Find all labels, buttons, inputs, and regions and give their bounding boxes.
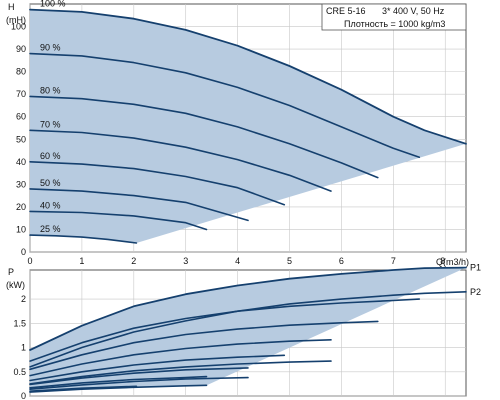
head-axis-label: H — [8, 2, 15, 12]
curve-series-2 — [29, 298, 421, 362]
y-tick-label: 80 — [16, 67, 26, 77]
y-tick-label: 30 — [16, 179, 26, 189]
head-curves — [29, 8, 467, 244]
power-axis-label: P — [8, 267, 14, 277]
power-curve-panel: P1 P2 0 0.5 1 1.5 2 P (kW) — [6, 263, 481, 400]
head-x-tick-labels: 0 1 2 3 4 5 6 7 8 — [27, 256, 445, 266]
pump-model: CRE 5-16 — [326, 6, 366, 16]
curve-label: 90 % — [40, 43, 61, 53]
info-box — [321, 3, 467, 31]
x-tick-label: 6 — [339, 256, 344, 266]
y-tick-label: 1 — [21, 343, 26, 353]
curve-50 — [29, 188, 249, 222]
curve-label: P1 — [470, 263, 481, 273]
x-tick-label: 2 — [131, 256, 136, 266]
curve-label: 80 % — [40, 85, 61, 95]
head-curve-labels: 100 % 90 % 80 % 70 % 60 % 50 % 40 % 25 % — [40, 0, 66, 234]
power-curves — [29, 266, 467, 393]
curve-label: P2 — [470, 287, 481, 297]
y-tick-label: 20 — [16, 202, 26, 212]
y-tick-label: 0.5 — [13, 367, 26, 377]
x-tick-label: 3 — [183, 256, 188, 266]
power-curve-labels: P1 P2 — [470, 263, 481, 297]
y-tick-label: 2 — [21, 294, 26, 304]
head-y-tick-labels: 0 10 20 30 40 50 60 70 80 90 100 — [11, 22, 26, 257]
curve-series-6 — [29, 367, 249, 386]
curve-series-10 — [29, 376, 249, 390]
y-tick-label: 60 — [16, 112, 26, 122]
x-tick-label: 5 — [287, 256, 292, 266]
curve-25 — [29, 234, 138, 244]
head-operating-area — [30, 9, 466, 243]
curve-80 — [29, 95, 379, 179]
curve-series-7 — [29, 375, 208, 389]
head-axis-unit: (mH) — [6, 15, 26, 25]
curve-series-11 — [29, 384, 208, 393]
x-tick-label: 1 — [79, 256, 84, 266]
curve-series-4 — [29, 339, 332, 377]
curve-label: 60 % — [40, 151, 61, 161]
curve-60 — [29, 161, 286, 206]
x-tick-label: 0 — [27, 256, 32, 266]
y-tick-label: 100 — [11, 22, 26, 32]
x-tick-label: 4 — [235, 256, 240, 266]
curve-label: 50 % — [40, 178, 61, 188]
flow-axis-label: Q(m3/h) — [436, 257, 469, 267]
curve-40 — [29, 210, 208, 231]
y-tick-label: 50 — [16, 134, 26, 144]
y-tick-label: 0 — [21, 247, 26, 257]
head-curve-panel: 100 %90 %80 %70 %60 %50 %40 %25 % 010203… — [6, 0, 469, 267]
x-tick-label: 7 — [391, 256, 396, 266]
curve-90 — [29, 52, 421, 159]
x-tick-label: 8 — [440, 256, 445, 266]
curve-series-8 — [29, 385, 138, 392]
curve-70 — [29, 129, 332, 192]
curve-series-9 — [29, 360, 332, 385]
y-tick-label: 90 — [16, 44, 26, 54]
curve-series-3 — [29, 320, 379, 371]
density-note: Плотность = 1000 kg/m3 — [344, 19, 445, 29]
power-axis-unit: (kW) — [6, 280, 25, 290]
y-tick-label: 40 — [16, 157, 26, 167]
curve-label: 40 % — [40, 200, 61, 210]
curve-p2 — [29, 291, 467, 368]
curve-series-5 — [29, 354, 286, 382]
supply-spec: 3* 400 V, 50 Hz — [382, 6, 445, 16]
curve-label: 25 % — [40, 224, 61, 234]
y-tick-label: 70 — [16, 89, 26, 99]
curve-100 — [29, 8, 467, 145]
curve-label: 70 % — [40, 119, 61, 129]
y-tick-label: 0 — [21, 391, 26, 400]
power-y-tick-labels: 0 0.5 1 1.5 2 — [13, 294, 26, 400]
power-operating-area — [30, 267, 466, 393]
y-tick-label: 10 — [16, 224, 26, 234]
curve-p1 — [29, 266, 467, 351]
y-tick-label: 1.5 — [13, 318, 26, 328]
curve-label: 100 % — [40, 0, 66, 9]
